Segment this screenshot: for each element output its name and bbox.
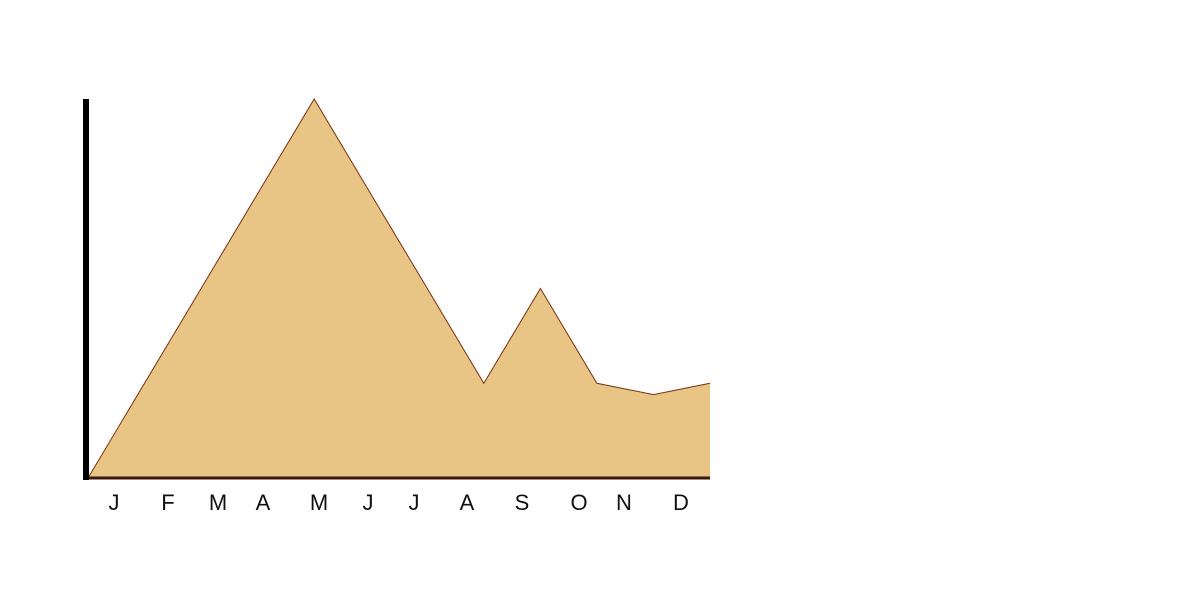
plot-area [83, 98, 711, 480]
x-tick-label-2: M [209, 490, 227, 515]
x-tick-label-8: S [515, 490, 530, 515]
series-line [87, 98, 711, 479]
x-tick-label-1: F [161, 490, 174, 515]
x-tick-label-6: J [409, 490, 420, 515]
x-tick-label-4: M [310, 490, 328, 515]
x-tick-label-7: A [460, 490, 475, 515]
x-tick-label-11: D [673, 490, 689, 515]
x-tick-label-10: N [616, 490, 632, 515]
x-tick-label-0: J [109, 490, 120, 515]
x-tick-label-3: A [256, 490, 271, 515]
x-tick-label-5: J [363, 490, 374, 515]
x-tick-label-9: O [570, 490, 587, 515]
area-fill [88, 99, 710, 478]
